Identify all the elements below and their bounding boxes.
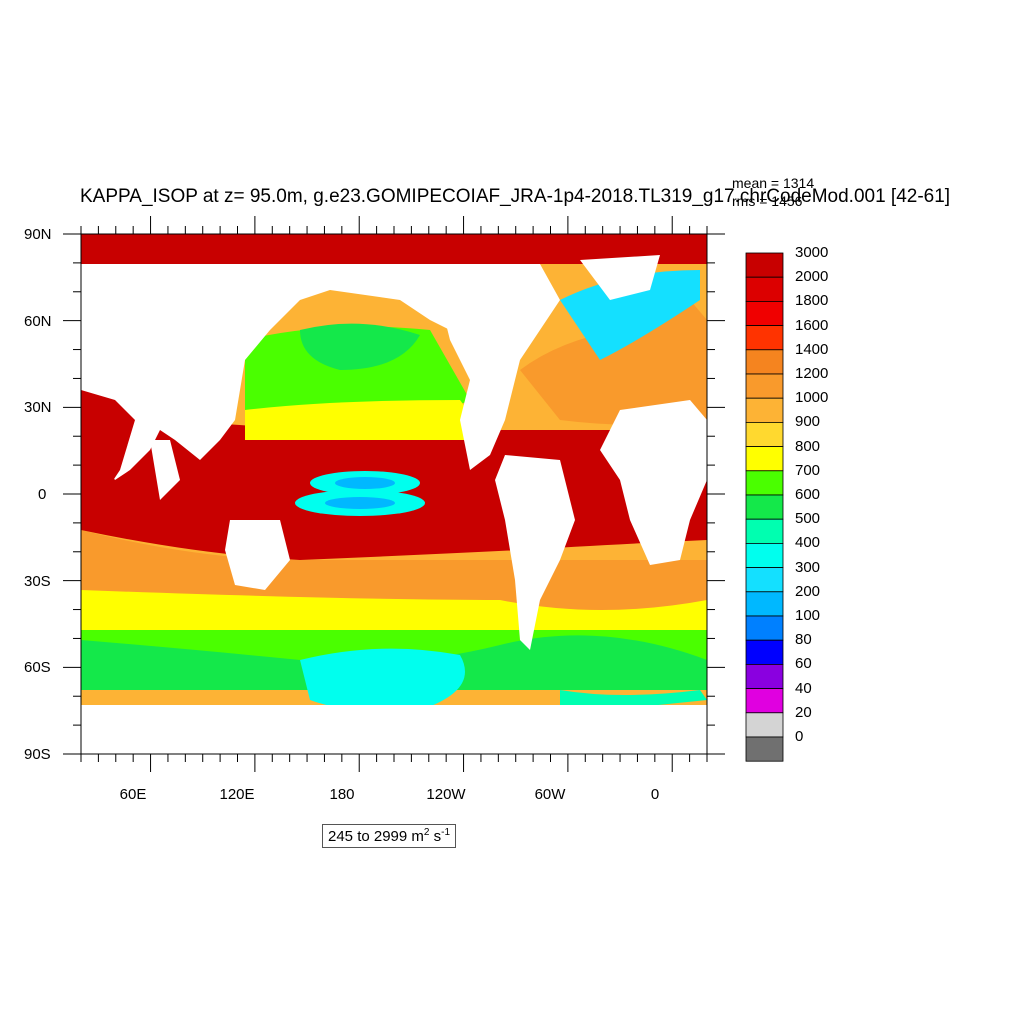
lon-label-120w: 120W: [426, 786, 466, 803]
eddy-north-core: [335, 477, 395, 489]
north-pacific-yellow: [245, 400, 490, 440]
lon-label-0: 0: [650, 786, 660, 803]
colorbar-label: 900: [795, 413, 821, 431]
lon-label-120e: 120E: [219, 786, 255, 803]
colorbar-label: 1000: [795, 389, 829, 407]
lat-label-90s: 90S: [24, 746, 51, 763]
colorbar-box: [745, 518, 784, 544]
colorbar-label: 20: [795, 703, 812, 721]
lat-label-eq: 0: [38, 486, 47, 503]
mean-stat: mean = 1314: [732, 175, 815, 191]
north-pacific-teal: [300, 323, 420, 370]
lat-label-30s: 30S: [24, 573, 51, 590]
colorbar-box: [745, 421, 784, 447]
range-text: 245 to 2999: [328, 828, 408, 845]
colorbar-box: [745, 252, 784, 278]
antarctica-land: [81, 705, 707, 754]
colorbar-box: [745, 300, 784, 326]
colorbar-box: [745, 446, 784, 472]
india-land: [150, 440, 180, 500]
colorbar-box: [745, 639, 784, 665]
colorbar-label: 2000: [795, 268, 829, 286]
greenland-land: [580, 255, 660, 300]
colorbar-label: 1600: [795, 316, 829, 334]
colorbar-box: [745, 349, 784, 375]
lon-label-60w: 60W: [534, 786, 566, 803]
colorbar-box: [745, 712, 784, 738]
lat-label-60s: 60S: [24, 659, 51, 676]
lon-label-180: 180: [329, 786, 355, 803]
colorbar-label: 300: [795, 558, 821, 576]
south-america-land: [495, 455, 575, 650]
north-america-land: [440, 264, 560, 470]
eurasia-land: [81, 264, 540, 480]
colorbar-label: 600: [795, 486, 821, 503]
colorbar-box: [745, 276, 784, 302]
plot-title: KAPPA_ISOP at z= 95.0m, g.e23.GOMIPECOIA…: [80, 186, 951, 207]
colorbar-label: 40: [795, 679, 812, 697]
colorbar-box: [745, 591, 784, 617]
lon-label-60e: 60E: [119, 786, 147, 803]
rms-stat: rms = 1456: [732, 193, 803, 209]
axis-ticks: [63, 216, 725, 772]
lat-label-30n: 30N: [24, 399, 52, 416]
colorbar-label: 80: [795, 631, 812, 649]
colorbar-label: 0: [795, 728, 804, 745]
australia-land: [225, 520, 290, 590]
units-exp2: -1: [441, 827, 451, 838]
colorbar-label: 60: [795, 655, 812, 673]
colorbar-box: [745, 664, 784, 690]
units-mid: s: [429, 828, 442, 845]
colorbar-label: 3000: [795, 244, 829, 261]
colorbar-label: 100: [795, 607, 821, 624]
indian-red: [81, 390, 135, 520]
colorbar-box: [745, 373, 784, 399]
colorbar-box: [745, 494, 784, 520]
colorbar-box: [745, 567, 784, 593]
units-base: m: [411, 828, 424, 845]
lat-label-60n: 60N: [24, 313, 52, 330]
lat-label-90n: 90N: [24, 226, 52, 243]
africa-land: [600, 400, 707, 565]
colorbar-label: 1800: [795, 292, 829, 310]
colorbar-box: [745, 688, 784, 714]
units-exp1: 2: [423, 827, 430, 838]
north-atlantic-orange: [520, 300, 707, 425]
colorbar-label: 200: [795, 582, 821, 600]
colorbar-label: 400: [795, 534, 821, 552]
colorbar-label: 500: [795, 510, 821, 528]
map-field: [81, 234, 707, 754]
ross-sea-cyan: [300, 648, 465, 712]
colorbar-box: [745, 325, 784, 351]
colorbar-box: [745, 543, 784, 569]
eddy-south-core: [325, 497, 395, 509]
colorbar-label: 800: [795, 437, 821, 455]
range-box: 245 to 2999 m2 s-1: [322, 824, 457, 848]
labrador-cyan: [560, 270, 700, 360]
colorbar-box: [745, 470, 784, 496]
colorbar-label: 1200: [795, 365, 829, 382]
colorbar-label: 1400: [795, 340, 829, 358]
colorbar: [745, 252, 784, 762]
colorbar-label: 700: [795, 461, 821, 479]
colorbar-box: [745, 397, 784, 423]
south-subtropics: [81, 530, 707, 610]
colorbar-box: [745, 615, 784, 641]
colorbar-box: [745, 736, 784, 762]
